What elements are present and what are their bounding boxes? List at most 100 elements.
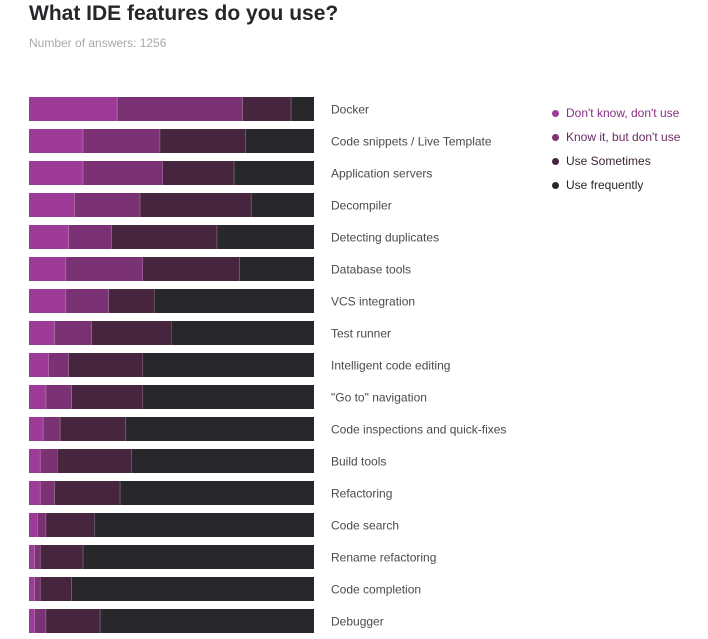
bar-segment-build-tools-know-it-but-don-t-use[interactable] xyxy=(40,449,58,473)
category-label-code-search: Code search xyxy=(331,519,399,533)
legend-label: Use Sometimes xyxy=(566,154,651,168)
bar-segment-intelligent-code-editing-don-t-know-don-t-use[interactable] xyxy=(29,353,49,377)
bar-segment-test-runner-don-t-know-don-t-use[interactable] xyxy=(29,321,55,345)
bar-segment-code-search-don-t-know-don-t-use[interactable] xyxy=(29,513,38,537)
legend-swatch xyxy=(552,181,559,189)
bar-segment-refactoring-don-t-know-don-t-use[interactable] xyxy=(29,481,41,505)
category-label-docker: Docker xyxy=(331,103,369,117)
bar-segment-refactoring-use-sometimes[interactable] xyxy=(54,481,121,505)
legend-swatch xyxy=(552,109,559,117)
bar-segment-vcs-integration-know-it-but-don-t-use[interactable] xyxy=(66,289,109,313)
category-label-test-runner: Test runner xyxy=(331,327,391,341)
category-label-intelligent-code-editing: Intelligent code editing xyxy=(331,359,450,373)
bar-segment-code-inspections-and-quick-fixes-use-frequently[interactable] xyxy=(125,417,315,441)
bar-segment-application-servers-don-t-know-don-t-use[interactable] xyxy=(29,161,84,185)
category-label-refactoring: Refactoring xyxy=(331,487,392,501)
stacked-bar-chart: Docker Code snippets / Live Template Appli… xyxy=(29,97,506,633)
legend-swatch xyxy=(552,133,559,141)
legend-item-use-frequently[interactable]: Use frequently xyxy=(550,173,680,197)
legend-item-know-dont-use[interactable]: Know it, but don't use xyxy=(550,125,680,149)
bar-segment-debugger-use-sometimes[interactable] xyxy=(46,609,101,633)
bar-segment-build-tools-use-sometimes[interactable] xyxy=(57,449,132,473)
bar-segment-code-completion-use-sometimes[interactable] xyxy=(40,577,72,601)
bar-segment-database-tools-use-frequently[interactable] xyxy=(239,257,314,281)
bar-segment-code-completion-don-t-know-don-t-use[interactable] xyxy=(29,577,35,601)
bar-segment-go-to-navigation-use-sometimes[interactable] xyxy=(71,385,143,409)
bar-segment-refactoring-know-it-but-don-t-use[interactable] xyxy=(40,481,55,505)
bar-segment-decompiler-use-frequently[interactable] xyxy=(251,193,314,217)
bar-segment-vcs-integration-don-t-know-don-t-use[interactable] xyxy=(29,289,67,313)
bar-segment-detecting-duplicates-know-it-but-don-t-use[interactable] xyxy=(68,225,112,249)
category-label-code-completion: Code completion xyxy=(331,583,421,597)
legend-label: Don't know, don't use xyxy=(566,106,680,120)
bar-segment-code-snippets-live-template-use-frequently[interactable] xyxy=(245,129,314,153)
legend-swatch xyxy=(552,157,559,165)
legend-label: Know it, but don't use xyxy=(566,130,681,144)
bar-segment-database-tools-use-sometimes[interactable] xyxy=(143,257,240,281)
bar-segment-rename-refactoring-use-frequently[interactable] xyxy=(83,545,315,569)
bar-segment-vcs-integration-use-frequently[interactable] xyxy=(154,289,314,313)
bar-segment-code-completion-know-it-but-don-t-use[interactable] xyxy=(34,577,41,601)
bar-segment-code-search-use-frequently[interactable] xyxy=(94,513,314,537)
bar-segment-detecting-duplicates-use-sometimes[interactable] xyxy=(111,225,218,249)
bar-segment-code-search-know-it-but-don-t-use[interactable] xyxy=(37,513,47,537)
category-label-detecting-duplicates: Detecting duplicates xyxy=(331,231,439,245)
bar-segment-debugger-use-frequently[interactable] xyxy=(100,609,314,633)
bar-segment-code-inspections-and-quick-fixes-know-it-but-don-t-use[interactable] xyxy=(43,417,61,441)
category-label-database-tools: Database tools xyxy=(331,263,411,277)
bar-segment-detecting-duplicates-don-t-know-don-t-use[interactable] xyxy=(29,225,69,249)
bar-segment-docker-don-t-know-don-t-use[interactable] xyxy=(29,97,118,121)
bar-segment-code-snippets-live-template-don-t-know-don-t-use[interactable] xyxy=(29,129,84,153)
bar-segment-test-runner-use-frequently[interactable] xyxy=(171,321,315,345)
bar-segment-code-inspections-and-quick-fixes-use-sometimes[interactable] xyxy=(60,417,126,441)
bar-segment-code-search-use-sometimes[interactable] xyxy=(46,513,95,537)
category-label-rename-refactoring: Rename refactoring xyxy=(331,551,436,565)
bar-segment-docker-use-frequently[interactable] xyxy=(291,97,314,121)
bar-segment-docker-use-sometimes[interactable] xyxy=(242,97,292,121)
category-label-decompiler: Decompiler xyxy=(331,199,392,213)
bar-segment-database-tools-know-it-but-don-t-use[interactable] xyxy=(66,257,143,281)
bar-segment-decompiler-know-it-but-don-t-use[interactable] xyxy=(74,193,141,217)
bar-segment-vcs-integration-use-sometimes[interactable] xyxy=(108,289,155,313)
bar-segment-detecting-duplicates-use-frequently[interactable] xyxy=(217,225,314,249)
bar-segment-test-runner-know-it-but-don-t-use[interactable] xyxy=(54,321,92,345)
bar-segment-go-to-navigation-use-frequently[interactable] xyxy=(143,385,314,409)
bar-segment-debugger-know-it-but-don-t-use[interactable] xyxy=(34,609,47,633)
bar-segment-rename-refactoring-use-sometimes[interactable] xyxy=(40,545,84,569)
bar-segment-intelligent-code-editing-know-it-but-don-t-use[interactable] xyxy=(48,353,69,377)
category-label-application-servers: Application servers xyxy=(331,167,432,181)
bar-segment-go-to-navigation-don-t-know-don-t-use[interactable] xyxy=(29,385,47,409)
legend-label: Use frequently xyxy=(566,178,644,192)
category-label-debugger: Debugger xyxy=(331,615,384,629)
bar-segment-docker-know-it-but-don-t-use[interactable] xyxy=(117,97,243,121)
bar-segment-build-tools-don-t-know-don-t-use[interactable] xyxy=(29,449,41,473)
bar-segment-application-servers-use-frequently[interactable] xyxy=(234,161,314,185)
category-label-build-tools: Build tools xyxy=(331,455,386,469)
bar-segment-application-servers-use-sometimes[interactable] xyxy=(162,161,235,185)
category-label-vcs-integration: VCS integration xyxy=(331,295,415,309)
bar-segment-refactoring-use-frequently[interactable] xyxy=(120,481,314,505)
legend-item-dont-know[interactable]: Don't know, don't use xyxy=(550,101,680,125)
bar-segment-decompiler-don-t-know-don-t-use[interactable] xyxy=(29,193,75,217)
bar-segment-code-completion-use-frequently[interactable] xyxy=(71,577,314,601)
bar-segment-code-snippets-live-template-use-sometimes[interactable] xyxy=(160,129,246,153)
bar-segment-code-snippets-live-template-know-it-but-don-t-use[interactable] xyxy=(83,129,161,153)
bar-segment-intelligent-code-editing-use-sometimes[interactable] xyxy=(68,353,143,377)
bar-segment-decompiler-use-sometimes[interactable] xyxy=(140,193,252,217)
category-label-code-snippets-live-template: Code snippets / Live Template xyxy=(331,135,492,149)
bar-segment-code-inspections-and-quick-fixes-don-t-know-don-t-use[interactable] xyxy=(29,417,44,441)
chart-title: What IDE features do you use? xyxy=(29,2,339,25)
bar-segment-test-runner-use-sometimes[interactable] xyxy=(91,321,172,345)
bar-segment-database-tools-don-t-know-don-t-use[interactable] xyxy=(29,257,67,281)
bar-segment-rename-refactoring-know-it-but-don-t-use[interactable] xyxy=(34,545,41,569)
bar-segment-rename-refactoring-don-t-know-don-t-use[interactable] xyxy=(29,545,35,569)
bar-segment-build-tools-use-frequently[interactable] xyxy=(131,449,314,473)
category-label-go-to-navigation: "Go to" navigation xyxy=(331,391,427,405)
bar-segment-go-to-navigation-know-it-but-don-t-use[interactable] xyxy=(46,385,72,409)
bar-segment-application-servers-know-it-but-don-t-use[interactable] xyxy=(83,161,163,185)
legend-item-use-sometimes[interactable]: Use Sometimes xyxy=(550,149,680,173)
category-label-code-inspections-and-quick-fixes: Code inspections and quick-fixes xyxy=(331,423,506,437)
bar-segment-debugger-don-t-know-don-t-use[interactable] xyxy=(29,609,35,633)
chart-legend: Don't know, don't use Know it, but don't… xyxy=(550,101,680,197)
bar-segment-intelligent-code-editing-use-frequently[interactable] xyxy=(143,353,314,377)
